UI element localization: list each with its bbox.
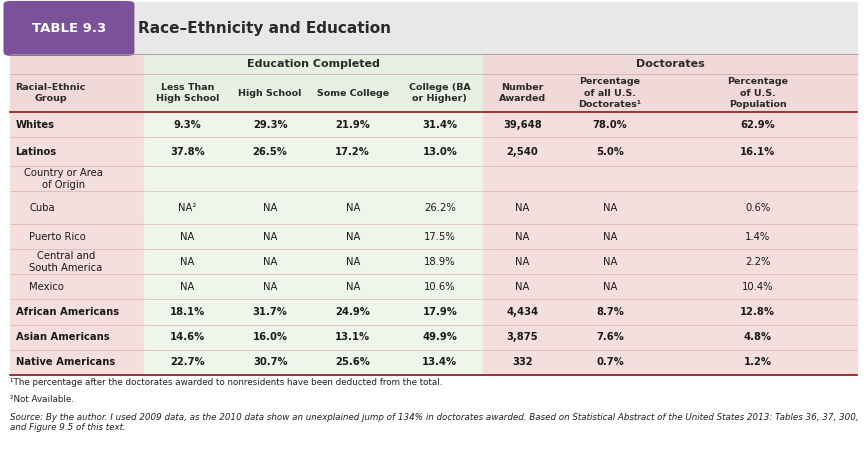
Polygon shape — [396, 325, 484, 350]
Polygon shape — [484, 224, 561, 249]
Text: 7.6%: 7.6% — [596, 332, 624, 342]
Polygon shape — [144, 137, 231, 166]
Text: NA: NA — [263, 282, 277, 292]
Text: NA: NA — [180, 232, 195, 242]
Polygon shape — [231, 300, 310, 325]
Text: 17.5%: 17.5% — [424, 232, 456, 242]
Polygon shape — [396, 191, 484, 224]
Text: Country or Area
of Origin: Country or Area of Origin — [24, 168, 103, 190]
Text: 13.4%: 13.4% — [422, 357, 458, 367]
Polygon shape — [231, 191, 310, 224]
Polygon shape — [10, 300, 144, 325]
Text: NA: NA — [515, 257, 530, 267]
Text: 2.2%: 2.2% — [745, 257, 770, 267]
Text: NA²: NA² — [179, 203, 197, 213]
Polygon shape — [144, 350, 231, 375]
Text: 10.6%: 10.6% — [424, 282, 456, 292]
Text: NA: NA — [515, 232, 530, 242]
Text: Cuba: Cuba — [29, 203, 55, 213]
Text: TABLE 9.3: TABLE 9.3 — [32, 22, 106, 35]
Polygon shape — [659, 224, 857, 249]
Polygon shape — [144, 74, 231, 112]
Polygon shape — [561, 112, 659, 137]
Text: 1.2%: 1.2% — [744, 357, 772, 367]
Text: 1.4%: 1.4% — [745, 232, 770, 242]
Text: 26.5%: 26.5% — [253, 147, 288, 157]
Text: Number
Awarded: Number Awarded — [499, 83, 546, 103]
Text: 39,648: 39,648 — [503, 120, 542, 130]
Text: 2,540: 2,540 — [506, 147, 538, 157]
Polygon shape — [144, 54, 484, 74]
Text: 8.7%: 8.7% — [596, 307, 624, 317]
Text: NA: NA — [263, 203, 277, 213]
Polygon shape — [10, 112, 144, 137]
Polygon shape — [659, 137, 857, 166]
Polygon shape — [10, 275, 144, 300]
Text: 22.7%: 22.7% — [171, 357, 205, 367]
Polygon shape — [659, 112, 857, 137]
Polygon shape — [396, 350, 484, 375]
Polygon shape — [10, 166, 144, 191]
Text: NA: NA — [603, 257, 617, 267]
Polygon shape — [144, 191, 231, 224]
Polygon shape — [396, 249, 484, 275]
Text: Race–Ethnicity and Education: Race–Ethnicity and Education — [138, 21, 391, 36]
Text: NA: NA — [346, 232, 360, 242]
Text: 0.7%: 0.7% — [596, 357, 623, 367]
Text: 9.3%: 9.3% — [173, 120, 201, 130]
Text: Percentage
of all U.S.
Doctorates¹: Percentage of all U.S. Doctorates¹ — [578, 78, 642, 109]
Polygon shape — [10, 137, 144, 166]
Text: 78.0%: 78.0% — [592, 120, 628, 130]
Polygon shape — [561, 137, 659, 166]
Polygon shape — [231, 224, 310, 249]
Polygon shape — [561, 74, 659, 112]
Polygon shape — [144, 224, 231, 249]
Text: 26.2%: 26.2% — [424, 203, 456, 213]
Polygon shape — [10, 54, 144, 74]
Text: 31.7%: 31.7% — [253, 307, 288, 317]
Text: 5.0%: 5.0% — [596, 147, 624, 157]
Polygon shape — [10, 2, 857, 54]
Text: 29.3%: 29.3% — [253, 120, 288, 130]
Text: 13.0%: 13.0% — [422, 147, 457, 157]
Polygon shape — [144, 325, 231, 350]
Polygon shape — [310, 249, 396, 275]
Polygon shape — [561, 249, 659, 275]
Polygon shape — [561, 325, 659, 350]
Polygon shape — [310, 112, 396, 137]
Text: 4.8%: 4.8% — [744, 332, 772, 342]
Polygon shape — [10, 191, 144, 224]
Text: 12.8%: 12.8% — [740, 307, 775, 317]
Text: Central and
South America: Central and South America — [29, 251, 102, 273]
Polygon shape — [396, 74, 484, 112]
Polygon shape — [310, 137, 396, 166]
Polygon shape — [484, 325, 561, 350]
Polygon shape — [231, 350, 310, 375]
Text: NA: NA — [603, 203, 617, 213]
Text: 62.9%: 62.9% — [740, 120, 775, 130]
Text: 31.4%: 31.4% — [422, 120, 458, 130]
Text: Education Completed: Education Completed — [247, 59, 381, 69]
Polygon shape — [310, 224, 396, 249]
Polygon shape — [659, 74, 857, 112]
Text: NA: NA — [180, 257, 195, 267]
Polygon shape — [659, 275, 857, 300]
Polygon shape — [484, 137, 561, 166]
Text: 16.0%: 16.0% — [252, 332, 288, 342]
Polygon shape — [144, 300, 231, 325]
Text: 49.9%: 49.9% — [422, 332, 457, 342]
Polygon shape — [484, 166, 561, 191]
Text: ¹The percentage after the doctorates awarded to nonresidents have been deducted : ¹The percentage after the doctorates awa… — [10, 378, 443, 387]
Polygon shape — [231, 112, 310, 137]
Text: Doctorates: Doctorates — [636, 59, 704, 69]
Polygon shape — [396, 166, 484, 191]
Text: Mexico: Mexico — [29, 282, 64, 292]
Polygon shape — [484, 74, 561, 112]
Polygon shape — [10, 249, 144, 275]
Text: 17.2%: 17.2% — [336, 147, 370, 157]
Polygon shape — [659, 166, 857, 191]
Polygon shape — [231, 249, 310, 275]
Text: Source: By the author. I used 2009 data, as the 2010 data show an unexplained ju: Source: By the author. I used 2009 data,… — [10, 413, 859, 432]
Polygon shape — [396, 300, 484, 325]
